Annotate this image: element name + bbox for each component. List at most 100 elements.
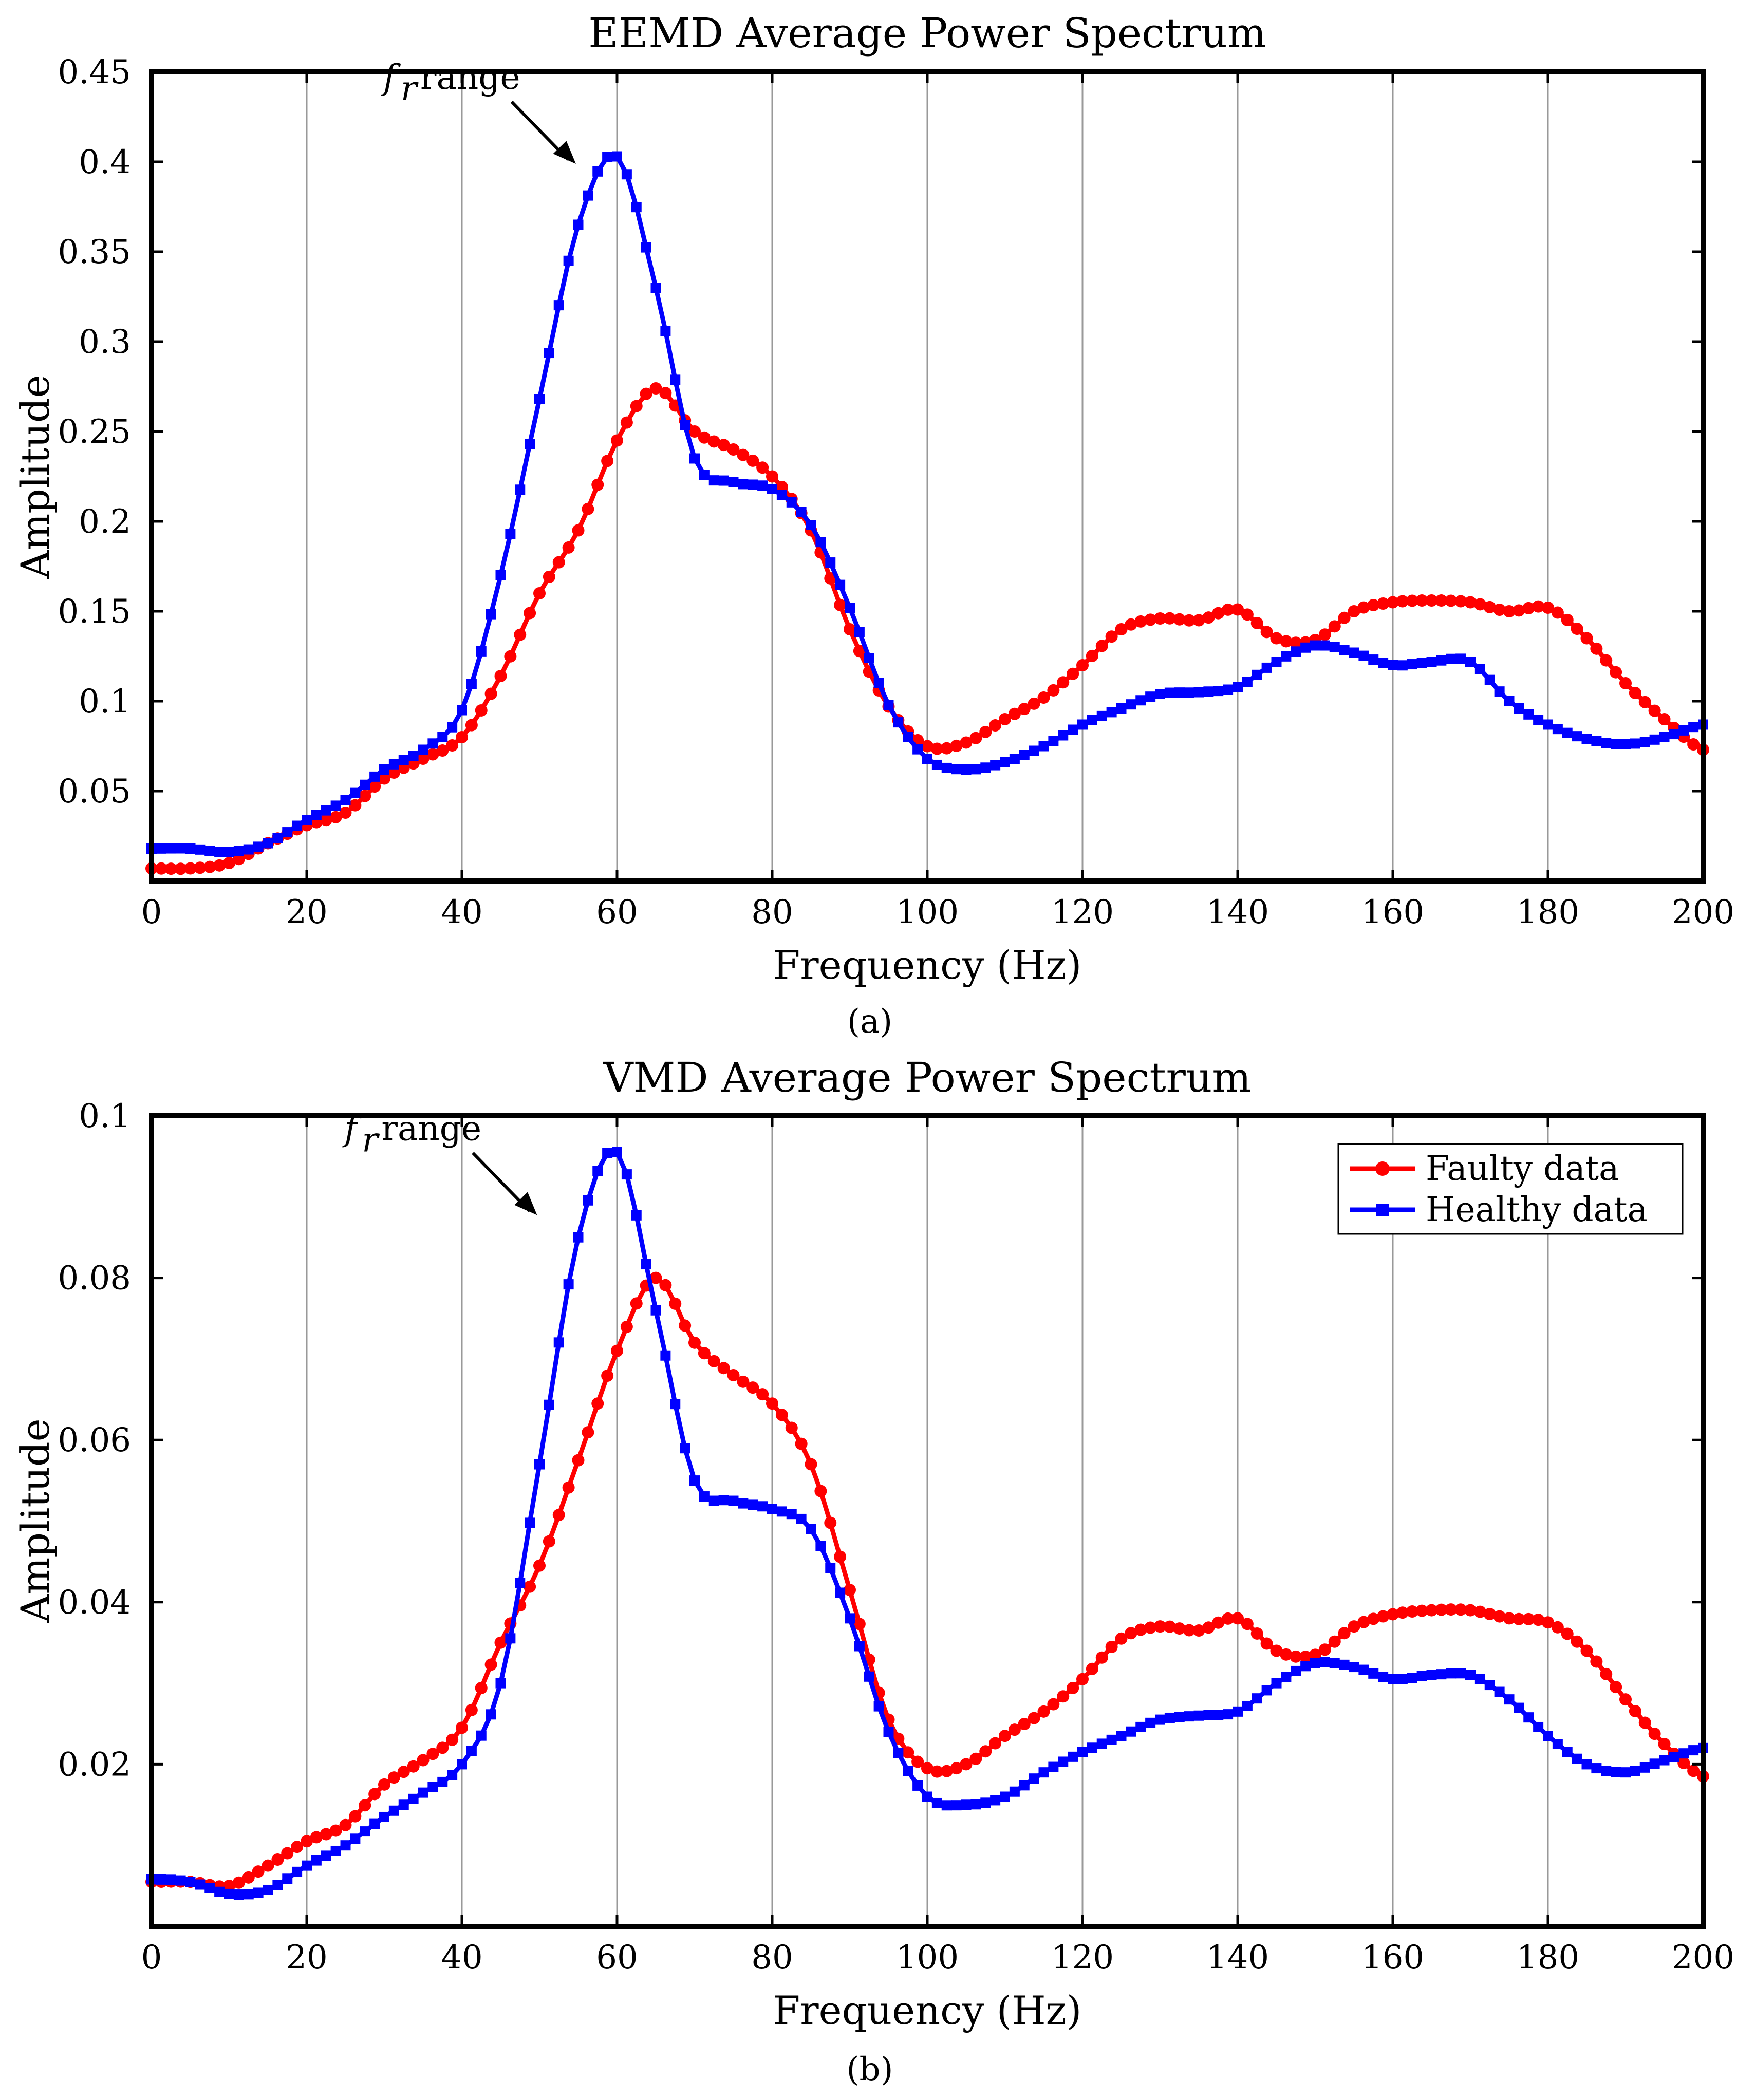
x-tick-label: 20 xyxy=(286,1939,327,1977)
data-point xyxy=(601,1370,614,1382)
data-point xyxy=(911,1755,924,1768)
data-point xyxy=(156,843,166,854)
data-point xyxy=(931,1797,942,1808)
data-point xyxy=(263,838,273,849)
data-point xyxy=(524,607,536,620)
data-point xyxy=(369,771,380,782)
data-point xyxy=(426,1748,439,1760)
x-tick-label: 120 xyxy=(1051,1939,1114,1977)
data-point xyxy=(815,537,826,548)
data-point xyxy=(1318,1643,1331,1656)
data-point xyxy=(1231,1612,1244,1625)
data-point xyxy=(1106,707,1117,718)
data-point xyxy=(1590,642,1603,655)
data-point xyxy=(960,736,973,749)
data-point xyxy=(756,1388,769,1401)
data-point xyxy=(224,847,234,857)
data-point xyxy=(1028,1712,1040,1724)
data-point xyxy=(359,1799,371,1812)
data-point xyxy=(620,1320,633,1333)
data-point xyxy=(573,1232,584,1243)
data-point xyxy=(339,1818,352,1831)
data-point xyxy=(796,507,807,517)
data-point xyxy=(641,1259,651,1270)
data-point xyxy=(708,1495,719,1506)
data-point xyxy=(757,480,768,491)
data-point xyxy=(1581,734,1592,744)
data-point xyxy=(969,1752,982,1765)
data-point xyxy=(631,202,642,213)
data-point xyxy=(680,1443,690,1454)
data-point xyxy=(272,1880,283,1890)
data-point xyxy=(466,679,477,689)
data-point xyxy=(1580,632,1593,645)
data-point xyxy=(573,219,584,230)
data-point xyxy=(940,1765,953,1777)
data-point xyxy=(1454,1603,1467,1616)
data-point xyxy=(1329,1658,1340,1668)
data-point xyxy=(717,439,730,452)
chart-title: EEMD Average Power Spectrum xyxy=(588,9,1266,57)
data-point xyxy=(806,520,816,530)
x-tick-label: 200 xyxy=(1672,1939,1734,1977)
data-point xyxy=(233,846,244,857)
data-point xyxy=(1338,611,1351,624)
data-point xyxy=(591,1397,604,1410)
data-point xyxy=(641,242,651,253)
data-point xyxy=(195,844,206,855)
data-point xyxy=(922,1791,932,1802)
data-point xyxy=(321,1850,331,1861)
data-point xyxy=(931,759,942,770)
data-point xyxy=(1038,1767,1049,1778)
data-point xyxy=(1213,1710,1224,1720)
data-point xyxy=(649,1271,662,1284)
data-point xyxy=(1077,1747,1088,1757)
data-point xyxy=(339,807,352,819)
x-tick-label: 160 xyxy=(1361,1939,1424,1977)
data-point xyxy=(1639,737,1650,747)
data-point xyxy=(1630,1766,1640,1776)
data-point xyxy=(825,1563,836,1573)
data-point xyxy=(214,1886,225,1897)
data-point xyxy=(1095,640,1108,652)
data-point xyxy=(1532,600,1545,613)
data-point xyxy=(476,1730,487,1741)
data-point xyxy=(1087,1742,1097,1753)
x-tick-label: 40 xyxy=(441,1939,482,1977)
data-point xyxy=(1019,1780,1030,1791)
figure-caption: (a) xyxy=(847,1003,892,1041)
data-point xyxy=(980,762,991,773)
data-point xyxy=(864,1671,874,1682)
data-point xyxy=(1378,658,1389,668)
data-point xyxy=(1095,1651,1108,1664)
data-point xyxy=(1163,612,1176,625)
data-point xyxy=(756,461,769,474)
data-point xyxy=(1678,1748,1689,1759)
data-point xyxy=(669,1297,682,1310)
data-point xyxy=(640,387,652,400)
data-point xyxy=(302,1860,312,1871)
data-point xyxy=(950,1762,963,1775)
data-point xyxy=(1348,1620,1360,1633)
data-point xyxy=(232,1876,245,1889)
data-point xyxy=(1687,1765,1700,1777)
data-point xyxy=(1639,1762,1650,1773)
data-point xyxy=(1310,1658,1320,1668)
data-point xyxy=(1493,604,1506,616)
data-point xyxy=(785,1421,798,1434)
data-point xyxy=(670,1399,681,1410)
data-point xyxy=(806,1524,816,1534)
data-point xyxy=(689,1475,700,1486)
x-tick-label: 140 xyxy=(1206,893,1269,931)
data-point xyxy=(961,1799,972,1810)
data-point xyxy=(262,1859,274,1872)
data-point xyxy=(1067,1681,1079,1694)
data-point xyxy=(524,1580,536,1593)
data-point xyxy=(1600,1667,1613,1680)
data-point xyxy=(1223,684,1234,695)
data-point xyxy=(1543,1731,1553,1741)
data-point xyxy=(1503,605,1516,617)
data-point xyxy=(1678,725,1689,736)
data-point xyxy=(427,738,438,749)
data-point xyxy=(698,431,711,444)
